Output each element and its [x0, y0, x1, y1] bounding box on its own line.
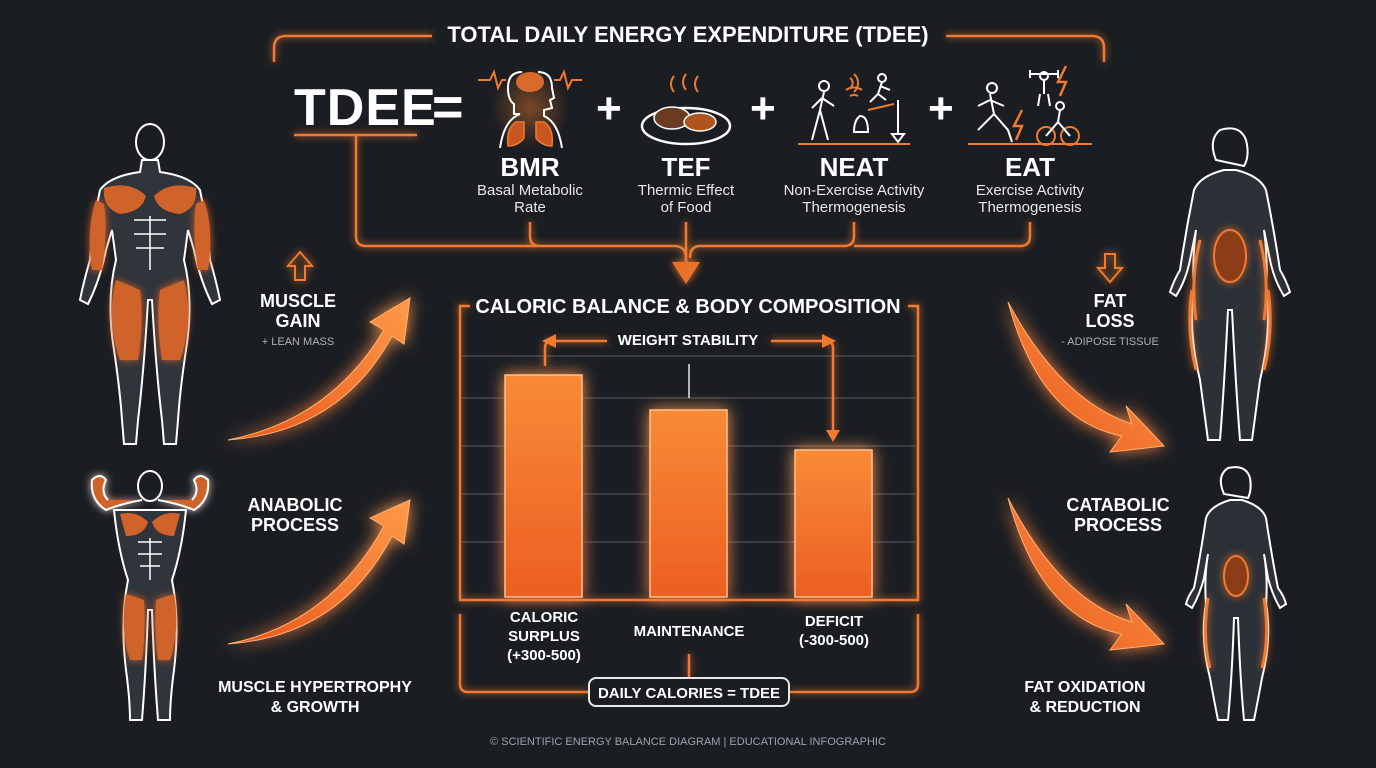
label-line: MAINTENANCE [633, 623, 745, 640]
hot-food-plate-icon [640, 73, 732, 146]
label-line: & GROWTH [270, 699, 360, 716]
component-eat-desc: Exercise Activity Thermogenesis [950, 182, 1110, 216]
label-line: LOSS [1085, 311, 1135, 331]
label-line: ANABOLIC [247, 495, 343, 515]
label-line: GAIN [275, 311, 321, 331]
down-arrow-to-chart [672, 262, 700, 284]
chart-title: CALORIC BALANCE & BODY COMPOSITION [475, 296, 901, 318]
desc-line: Exercise Activity [975, 182, 1085, 199]
desc-line: of Food [660, 199, 712, 216]
desc-line: Basal Metabolic [477, 182, 583, 199]
label-line: FAT OXIDATION [1024, 679, 1146, 696]
up-arrow-icon [285, 250, 315, 281]
chart-frame [458, 304, 920, 694]
tdee-label: TDEE [294, 79, 437, 137]
header-title: TOTAL DAILY ENERGY EXPENDITURE (TDEE) [447, 22, 929, 47]
daily-calories-baseline-label: DAILY CALORIES = TDEE [588, 677, 790, 707]
down-arrow-icon [1095, 253, 1125, 284]
desc-line: Non-Exercise Activity [783, 182, 925, 199]
reduction-arrows-right [1007, 301, 1166, 651]
flexing-bodybuilder-figure-icon [90, 470, 210, 721]
label-line: DEFICIT [804, 613, 864, 630]
component-tef-abbr: TEF [661, 152, 711, 182]
plus-sign: + [750, 84, 776, 133]
footer-credit: © SCIENTIFIC ENERGY BALANCE DIAGRAM | ED… [490, 736, 886, 748]
bar-surplus [504, 374, 583, 598]
daily-activity-icon [798, 73, 910, 145]
label-line: (+300-500) [507, 647, 581, 664]
bar-deficit [794, 449, 873, 598]
muscular-male-figure-icon [78, 123, 222, 445]
muscle-gain-label: MUSCLE GAIN [238, 291, 358, 331]
component-bmr-desc: Basal Metabolic Rate [450, 182, 610, 216]
header-bracket [272, 34, 1106, 62]
plus-sign: + [928, 84, 954, 133]
label-line: CALORIC [509, 609, 579, 626]
label-line: & REDUCTION [1029, 699, 1141, 716]
fat-loss-label: FAT LOSS [1050, 291, 1170, 331]
catabolic-process-label: CATABOLIC PROCESS [1048, 495, 1188, 535]
label-line: PROCESS [1073, 515, 1163, 535]
label-line: SURPLUS [508, 628, 580, 645]
component-neat-desc: Non-Exercise Activity Thermogenesis [764, 182, 944, 216]
component-eat-abbr: EAT [1004, 152, 1056, 182]
growth-arrows-left [227, 297, 411, 645]
fat-oxidation-label: FAT OXIDATION & REDUCTION [1010, 678, 1160, 718]
exercise-icon [968, 65, 1092, 146]
hypertrophy-label: MUSCLE HYPERTROPHY & GROWTH [205, 678, 425, 718]
female-figure-slim-icon [1184, 466, 1288, 721]
label-line: PROCESS [250, 515, 340, 535]
label-line: (-300-500) [798, 632, 870, 649]
component-bmr-abbr: BMR [500, 152, 560, 182]
tdee-connector [294, 133, 1032, 268]
component-tef-desc: Thermic Effect of Food [606, 182, 766, 216]
label-line: MUSCLE [260, 291, 336, 311]
label-line: MUSCLE HYPERTROPHY [218, 679, 412, 696]
equals-sign: = [432, 77, 464, 137]
female-figure-fat-loss-icon [1168, 127, 1292, 441]
plus-sign: + [596, 84, 622, 133]
anabolic-process-label: ANABOLIC PROCESS [225, 495, 365, 535]
label-line: FAT [1093, 291, 1127, 311]
desc-line: Thermogenesis [802, 199, 906, 216]
desc-line: Thermogenesis [978, 199, 1082, 216]
desc-line: Rate [514, 199, 546, 216]
component-neat-abbr: NEAT [819, 152, 889, 182]
brain-lungs-icon [478, 68, 582, 149]
adipose-tissue-sublabel: - ADIPOSE TISSUE [1061, 336, 1159, 348]
lean-mass-sublabel: + LEAN MASS [261, 336, 335, 348]
label-line: CATABOLIC [1066, 495, 1170, 515]
category-label-deficit: DEFICIT (-300-500) [774, 612, 894, 650]
category-label-surplus: CALORIC SURPLUS (+300-500) [484, 608, 604, 665]
weight-stability-label: WEIGHT STABILITY [617, 332, 759, 349]
bar-maintenance [649, 409, 728, 598]
category-label-maintenance: MAINTENANCE [619, 622, 759, 641]
chart-bars [504, 374, 873, 598]
desc-line: Thermic Effect [637, 182, 735, 199]
